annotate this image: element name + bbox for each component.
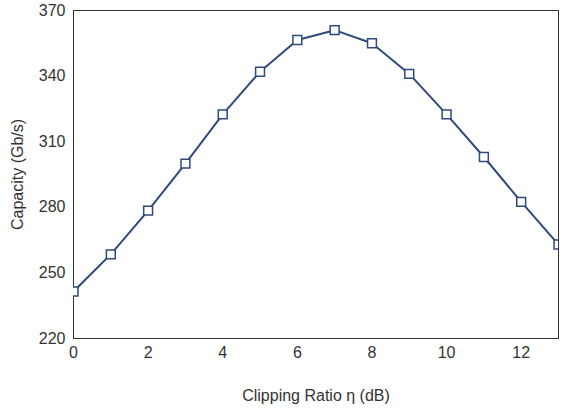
svg-text:370: 370 <box>39 2 66 19</box>
svg-text:Capacity (Gb/s): Capacity (Gb/s) <box>9 119 26 230</box>
svg-text:250: 250 <box>39 264 66 281</box>
svg-text:4: 4 <box>218 344 227 361</box>
svg-text:8: 8 <box>368 344 377 361</box>
svg-text:6: 6 <box>293 344 302 361</box>
svg-text:10: 10 <box>438 344 456 361</box>
svg-text:12: 12 <box>512 344 530 361</box>
svg-text:340: 340 <box>39 67 66 84</box>
svg-text:2: 2 <box>144 344 153 361</box>
svg-text:0: 0 <box>69 344 78 361</box>
svg-text:220: 220 <box>39 330 66 347</box>
svg-text:310: 310 <box>39 133 66 150</box>
svg-text:280: 280 <box>39 198 66 215</box>
svg-text:Clipping Ratio η (dB): Clipping Ratio η (dB) <box>242 387 390 404</box>
